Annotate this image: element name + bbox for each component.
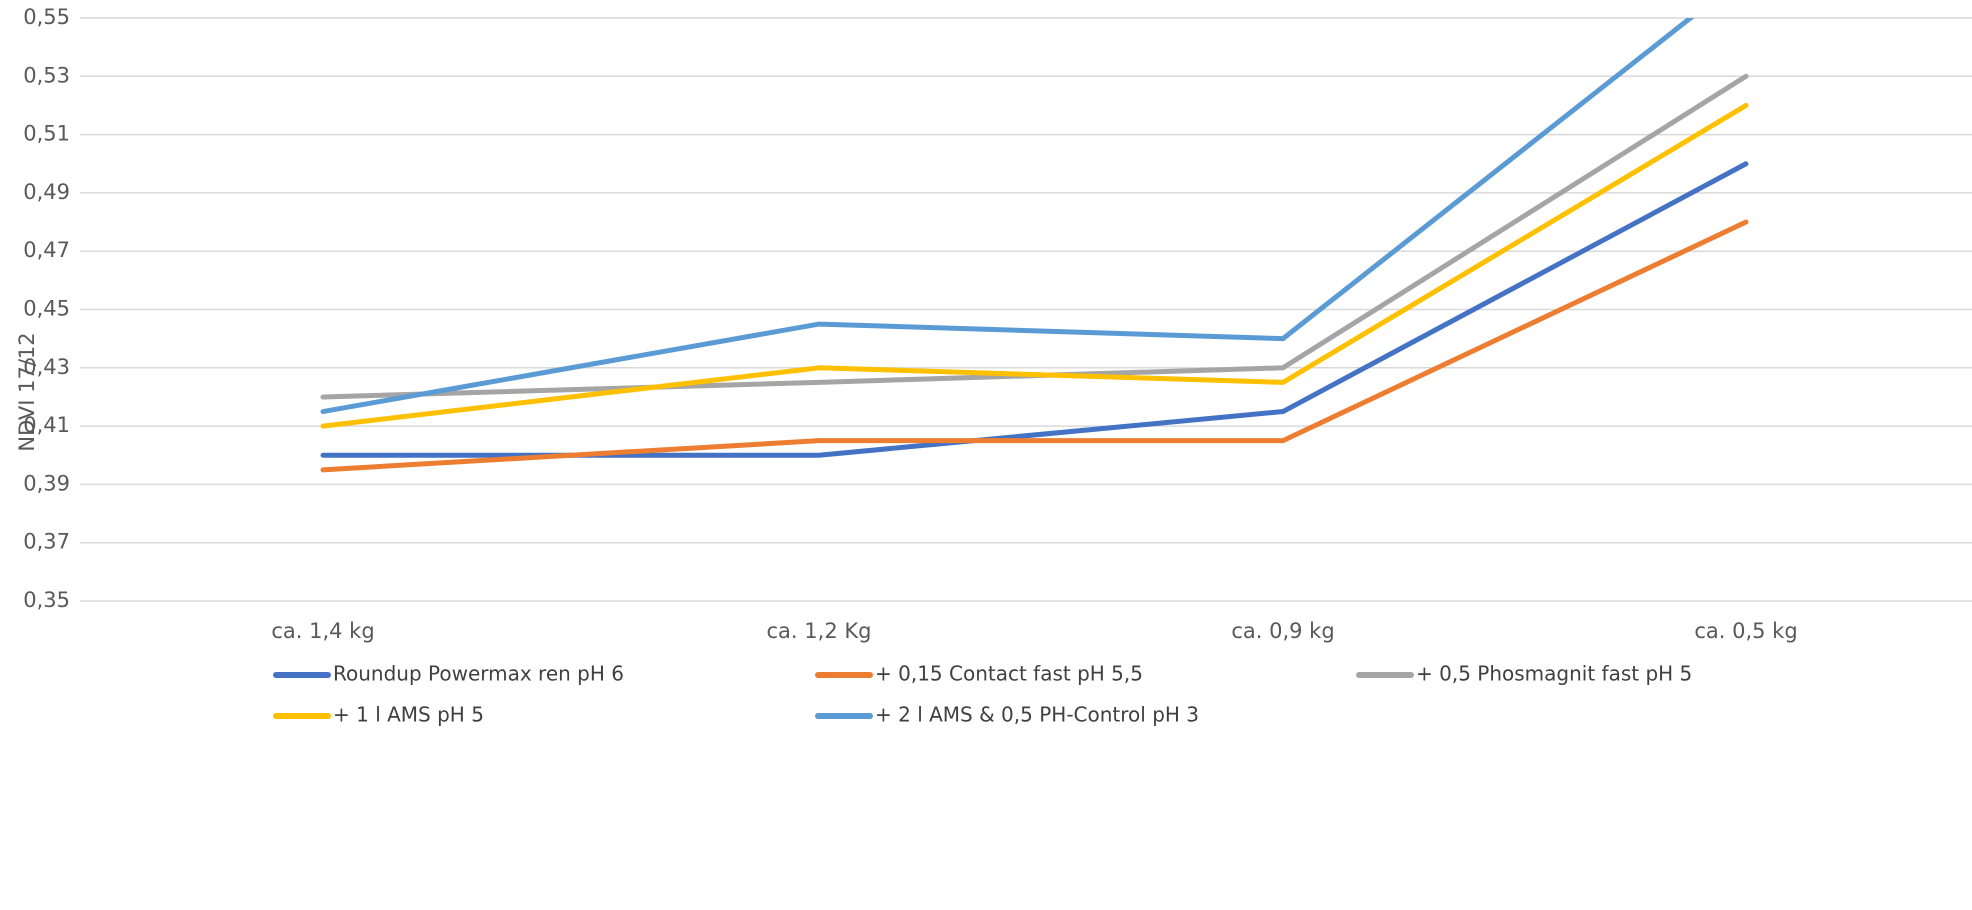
legend-label: + 2 l AMS & 0,5 PH-Control pH 3 <box>875 703 1199 727</box>
legend: Roundup Powermax ren pH 6 + 0,15 Contact … <box>273 662 1692 727</box>
y-tick-label: 0,39 <box>23 471 70 495</box>
gridlines <box>80 17 1972 602</box>
y-tick-label: 0,45 <box>23 297 70 321</box>
x-axis-ticks: ca. 1,4 kg ca. 1,2 Kg ca. 0,9 kg ca. 0,5 kg <box>271 619 1797 643</box>
x-tick-label: ca. 0,9 kg <box>1231 619 1334 643</box>
y-tick-label: 0,47 <box>23 238 70 262</box>
y-tick-label: 0,35 <box>23 588 70 612</box>
y-tick-label: 0,41 <box>23 413 70 437</box>
x-tick-label: ca. 1,2 Kg <box>767 619 872 643</box>
y-tick-label: 0,37 <box>23 530 70 554</box>
y-tick-label: 0,51 <box>23 122 70 146</box>
y-tick-label: 0,53 <box>23 63 70 87</box>
y-axis-ticks: 0,35 0,37 0,39 0,41 0,43 0,45 0,47 0,49 0,51 0,53… <box>23 5 70 612</box>
y-axis-title: NDVI 17/12 <box>15 332 39 451</box>
legend-label: Roundup Powermax ren pH 6 <box>333 662 624 686</box>
series-line <box>320 18 1695 415</box>
series-lines <box>320 18 1749 473</box>
x-tick-label: ca. 0,5 kg <box>1694 619 1797 643</box>
series-line <box>320 219 1749 473</box>
legend-label: + 0,5 Phosmagnit fast pH 5 <box>1416 662 1692 686</box>
y-tick-label: 0,43 <box>23 355 70 379</box>
x-tick-label: ca. 1,4 kg <box>271 619 374 643</box>
series-line <box>320 102 1749 429</box>
legend-label: + 0,15 Contact fast pH 5,5 <box>875 662 1143 686</box>
y-tick-label: 0,55 <box>23 5 70 29</box>
legend-label: + 1 l AMS pH 5 <box>333 703 484 727</box>
series-line <box>320 73 1749 400</box>
y-tick-label: 0,49 <box>23 180 70 204</box>
